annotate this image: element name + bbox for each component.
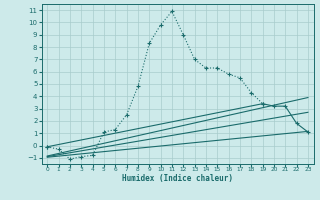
- X-axis label: Humidex (Indice chaleur): Humidex (Indice chaleur): [122, 174, 233, 183]
